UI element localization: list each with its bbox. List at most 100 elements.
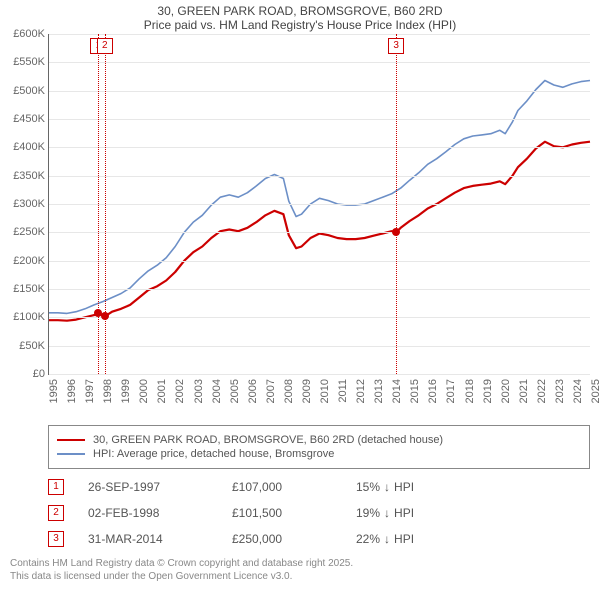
- sales-row-number: 2: [48, 505, 64, 521]
- x-axis-label: 1999: [120, 379, 132, 403]
- x-axis-label: 2024: [572, 379, 584, 403]
- x-axis-label: 2008: [283, 379, 295, 403]
- sale-marker-line: [105, 34, 106, 374]
- legend-label-hpi: HPI: Average price, detached house, Brom…: [93, 448, 334, 460]
- x-axis-label: 2019: [482, 379, 494, 403]
- x-axis-label: 2002: [174, 379, 186, 403]
- sale-marker-line: [396, 34, 397, 374]
- y-axis-label: £450K: [3, 113, 45, 125]
- sales-table: 1 26-SEP-1997 £107,000 15% ↓ HPI 2 02-FEB-199…: [48, 479, 590, 547]
- sales-row-price: £101,500: [232, 506, 332, 520]
- sale-marker-dot: [101, 312, 109, 320]
- y-axis-label: £200K: [3, 255, 45, 267]
- sales-row-date: 02-FEB-1998: [88, 506, 208, 520]
- chart-title-line1: 30, GREEN PARK ROAD, BROMSGROVE, B60 2RD: [0, 4, 600, 18]
- legend-row-hpi: HPI: Average price, detached house, Brom…: [57, 448, 581, 460]
- x-axis-label: 2005: [229, 379, 241, 403]
- y-axis-label: £600K: [3, 28, 45, 40]
- sale-marker-dot: [392, 228, 400, 236]
- gridline-h: [49, 317, 590, 318]
- y-axis-label: £100K: [3, 311, 45, 323]
- sales-row: 2 02-FEB-1998 £101,500 19% ↓ HPI: [48, 505, 590, 521]
- gridline-h: [49, 62, 590, 63]
- x-axis-label: 2007: [265, 379, 277, 403]
- gridline-h: [49, 34, 590, 35]
- x-axis-label: 2010: [319, 379, 331, 403]
- gridline-h: [49, 91, 590, 92]
- y-axis-label: £0: [3, 368, 45, 380]
- x-axis-label: 2017: [445, 379, 457, 403]
- chart-plot-area: £0£50K£100K£150K£200K£250K£300K£350K£400…: [48, 34, 590, 375]
- arrow-down-icon: ↓: [384, 506, 390, 520]
- sales-row-diff: 22% ↓ HPI: [356, 532, 414, 546]
- y-axis-label: £500K: [3, 85, 45, 97]
- sales-row: 3 31-MAR-2014 £250,000 22% ↓ HPI: [48, 531, 590, 547]
- x-axis-label: 2004: [211, 379, 223, 403]
- arrow-down-icon: ↓: [384, 532, 390, 546]
- sales-row-price: £107,000: [232, 480, 332, 494]
- gridline-h: [49, 176, 590, 177]
- x-axis-label: 2003: [193, 379, 205, 403]
- x-axis-label: 2013: [373, 379, 385, 403]
- sales-row-diff-pct: 22%: [356, 532, 380, 546]
- x-axis-label: 1997: [84, 379, 96, 403]
- x-axis-label: 2006: [247, 379, 259, 403]
- sales-row: 1 26-SEP-1997 £107,000 15% ↓ HPI: [48, 479, 590, 495]
- sales-row-diff: 15% ↓ HPI: [356, 480, 414, 494]
- chart-legend: 30, GREEN PARK ROAD, BROMSGROVE, B60 2RD…: [48, 425, 590, 469]
- sale-marker-label: 2: [97, 38, 113, 54]
- x-axis-label: 1998: [102, 379, 114, 403]
- x-axis-label: 2025: [590, 379, 600, 403]
- x-axis-label: 2016: [427, 379, 439, 403]
- x-axis-label: 2000: [138, 379, 150, 403]
- x-axis-label: 2009: [301, 379, 313, 403]
- x-axis-label: 2021: [518, 379, 530, 403]
- sales-row-number: 3: [48, 531, 64, 547]
- gridline-h: [49, 119, 590, 120]
- gridline-h: [49, 261, 590, 262]
- y-axis-label: £50K: [3, 340, 45, 352]
- y-axis-label: £550K: [3, 56, 45, 68]
- sales-row-number: 1: [48, 479, 64, 495]
- x-axis-label: 2011: [337, 379, 349, 403]
- footnote-line2: This data is licensed under the Open Gov…: [10, 570, 590, 583]
- legend-swatch-price-paid: [57, 439, 85, 441]
- gridline-h: [49, 289, 590, 290]
- sales-row-diff-pct: 15%: [356, 480, 380, 494]
- chart-title-line2: Price paid vs. HM Land Registry's House …: [0, 18, 600, 32]
- sales-row-date: 31-MAR-2014: [88, 532, 208, 546]
- sales-row-date: 26-SEP-1997: [88, 480, 208, 494]
- footnote: Contains HM Land Registry data © Crown c…: [10, 557, 590, 583]
- x-axis-label: 2018: [464, 379, 476, 403]
- sales-row-diff-pct: 19%: [356, 506, 380, 520]
- y-axis-label: £350K: [3, 170, 45, 182]
- x-axis-label: 2020: [500, 379, 512, 403]
- y-axis-label: £250K: [3, 226, 45, 238]
- x-axis-label: 2012: [355, 379, 367, 403]
- sales-row-diff-label: HPI: [394, 480, 414, 494]
- x-axis-label: 2022: [536, 379, 548, 403]
- x-axis-label: 2023: [554, 379, 566, 403]
- chart-x-axis-labels: 1995199619971998199920002001200220032004…: [48, 375, 590, 419]
- sales-row-diff-label: HPI: [394, 532, 414, 546]
- x-axis-label: 2015: [409, 379, 421, 403]
- chart-title-block: 30, GREEN PARK ROAD, BROMSGROVE, B60 2RD…: [0, 0, 600, 34]
- gridline-h: [49, 204, 590, 205]
- x-axis-label: 2014: [391, 379, 403, 403]
- sales-row-diff-label: HPI: [394, 506, 414, 520]
- legend-label-price-paid: 30, GREEN PARK ROAD, BROMSGROVE, B60 2RD…: [93, 434, 443, 446]
- gridline-h: [49, 147, 590, 148]
- footnote-line1: Contains HM Land Registry data © Crown c…: [10, 557, 590, 570]
- x-axis-label: 1996: [66, 379, 78, 403]
- x-axis-label: 2001: [156, 379, 168, 403]
- sales-row-price: £250,000: [232, 532, 332, 546]
- legend-swatch-hpi: [57, 453, 85, 455]
- series-line-hpi: [49, 81, 590, 314]
- arrow-down-icon: ↓: [384, 480, 390, 494]
- gridline-h: [49, 346, 590, 347]
- y-axis-label: £300K: [3, 198, 45, 210]
- gridline-h: [49, 232, 590, 233]
- sale-marker-line: [98, 34, 99, 374]
- y-axis-label: £400K: [3, 141, 45, 153]
- y-axis-label: £150K: [3, 283, 45, 295]
